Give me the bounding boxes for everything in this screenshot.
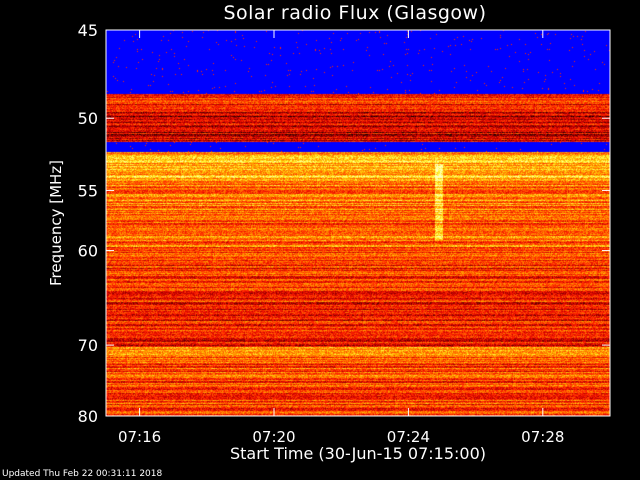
y-tick-label: 55 (78, 181, 98, 200)
x-tick-label: 07:16 (118, 428, 161, 446)
spectrogram-heatmap (106, 30, 610, 416)
plot-frame (105, 29, 611, 417)
updated-timestamp: Updated Thu Feb 22 00:31:11 2018 (2, 469, 163, 479)
x-axis-label: Start Time (30-Jun-15 07:15:00) (230, 444, 486, 463)
x-tick-label: 07:24 (387, 428, 430, 446)
y-tick-label: 50 (78, 109, 98, 128)
x-tick-label: 07:20 (252, 428, 295, 446)
x-tick-label: 07:28 (521, 428, 564, 446)
y-tick-label: 80 (78, 407, 98, 426)
y-tick-label: 45 (78, 21, 98, 40)
y-axis-label: Frequency [MHz] (47, 159, 65, 287)
y-tick-label: 70 (78, 336, 98, 355)
chart-title: Solar radio Flux (Glasgow) (223, 2, 487, 24)
y-tick-label: 60 (78, 242, 98, 261)
